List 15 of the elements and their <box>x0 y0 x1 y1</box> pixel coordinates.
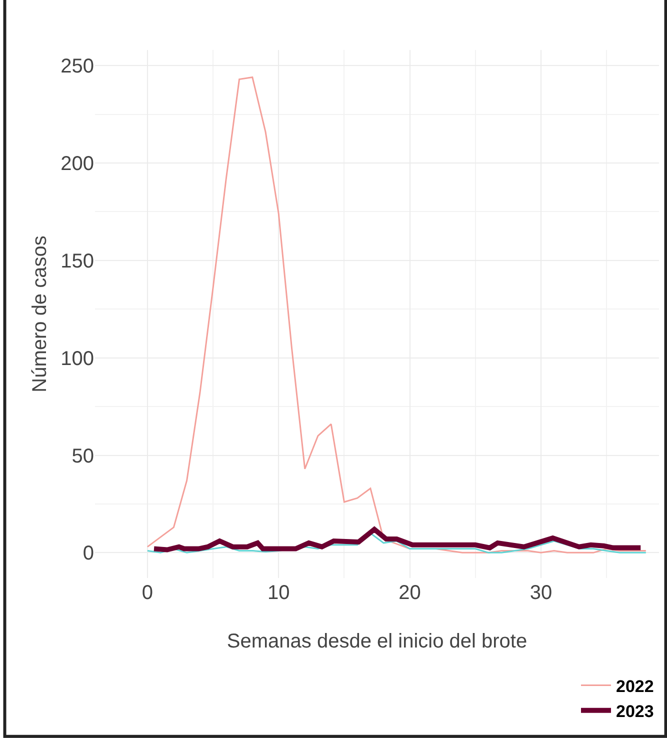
y-tick-label: 250 <box>60 56 94 78</box>
x-tick-label: 0 <box>142 582 154 604</box>
y-axis-title: Número de casos <box>29 236 52 392</box>
y-tick-label: 0 <box>82 542 94 565</box>
line-series <box>146 76 647 554</box>
y-tick-label: 150 <box>60 250 94 272</box>
x-axis-title: Semanas desde el inicio del brote <box>226 630 528 652</box>
x-tick-label: 20 <box>398 582 421 604</box>
y-tick-label: 100 <box>60 348 94 370</box>
y-tick-label: 50 <box>72 445 94 468</box>
y-tick-label: 200 <box>60 153 94 175</box>
x-tick-label: 10 <box>268 582 290 604</box>
legend-label: 2022 <box>616 676 654 696</box>
x-tick-label: 30 <box>530 582 552 604</box>
legend-label: 2023 <box>616 702 654 722</box>
